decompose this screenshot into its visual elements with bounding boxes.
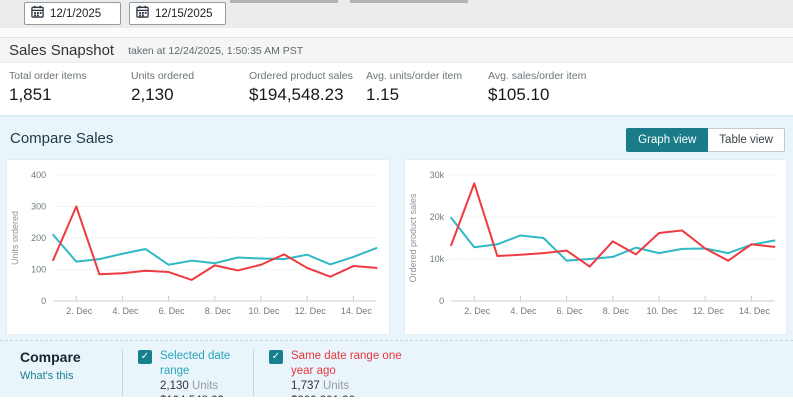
svg-text:6. Dec: 6. Dec: [159, 306, 186, 316]
graph-view-button[interactable]: Graph view: [626, 128, 709, 152]
compare-title: Compare: [20, 349, 81, 365]
start-date-input[interactable]: 12/1/2025: [24, 2, 121, 25]
svg-text:Ordered product sales: Ordered product sales: [408, 193, 418, 282]
metric-value: 2,130: [131, 85, 174, 104]
compare-col: Compare What's this: [20, 349, 122, 396]
ordered-product-sales-chart: 0 10k 20k 30k 2. Dec 4. Dec 6. Dec 8. Dec 10. De…: [403, 159, 787, 335]
svg-text:2. Dec: 2. Dec: [66, 306, 93, 316]
view-toggle: Graph view Table view: [626, 128, 785, 152]
sales-snapshot-title: Sales Snapshot: [9, 41, 115, 59]
spacer: [0, 28, 793, 37]
svg-text:10. Dec: 10. Dec: [248, 306, 280, 316]
metric-avg-units-per-order-item: Avg. units/order item 1.15: [366, 70, 488, 105]
vertical-divider: [253, 350, 254, 398]
compare-sales-header: Compare Sales Graph view Table view: [0, 117, 793, 159]
svg-text:12. Dec: 12. Dec: [295, 306, 327, 316]
svg-text:Units ordered: Units ordered: [10, 211, 20, 265]
selected-range-checkbox[interactable]: ✓: [138, 350, 152, 364]
metric-label: Avg. sales/order item: [488, 70, 587, 82]
compare-sales-section: Compare Sales Graph view Table view 0 100…: [0, 115, 793, 400]
legend-units: 1,737 Units: [291, 379, 350, 392]
svg-text:400: 400: [31, 170, 46, 180]
svg-text:2. Dec: 2. Dec: [464, 306, 491, 316]
snapshot-timestamp: taken at 12/24/2025, 1:50:35 AM PST: [128, 45, 304, 57]
svg-text:4. Dec: 4. Dec: [510, 306, 537, 316]
metric-label: Ordered product sales: [249, 70, 353, 82]
svg-text:10. Dec: 10. Dec: [646, 306, 678, 316]
svg-text:20k: 20k: [429, 212, 444, 222]
svg-text:30k: 30k: [429, 170, 444, 180]
date-range-picker: 12/1/2025 12/15/2025: [24, 2, 226, 25]
svg-text:10k: 10k: [429, 254, 444, 264]
metric-value: 1,851: [9, 85, 52, 104]
sales-snapshot-header: Sales Snapshot taken at 12/24/2025, 1:50…: [0, 37, 793, 63]
legend-text: Same date range one year ago 1,737 Units…: [291, 349, 421, 400]
calendar-icon[interactable]: [136, 5, 149, 23]
year-ago-checkbox[interactable]: ✓: [269, 350, 283, 364]
units-ordered-chart: 0 100 200 300 400 2. Dec 4. Dec 6. Dec 8. Dec 10.…: [6, 159, 390, 335]
end-date-input[interactable]: 12/15/2025: [129, 2, 226, 25]
top-divider-segment: [230, 0, 338, 3]
start-date-value[interactable]: 12/1/2025: [50, 7, 102, 20]
calendar-icon[interactable]: [31, 5, 44, 23]
snapshot-metrics: Total order items 1,851 Units ordered 2,…: [0, 63, 793, 115]
metric-value: $194,548.23: [249, 85, 344, 104]
metric-avg-sales-per-order-item: Avg. sales/order item $105.10: [488, 70, 596, 105]
svg-text:6. Dec: 6. Dec: [556, 306, 583, 316]
legend-label[interactable]: Same date range one year ago: [291, 350, 402, 377]
metric-value: $105.10: [488, 85, 550, 104]
metric-label: Avg. units/order item: [366, 70, 463, 82]
charts-row: 0 100 200 300 400 2. Dec 4. Dec 6. Dec 8. Dec 10.…: [0, 159, 793, 335]
top-divider-segment: [350, 0, 468, 3]
svg-text:100: 100: [31, 265, 46, 275]
svg-text:0: 0: [41, 296, 46, 306]
metric-value: 1.15: [366, 85, 400, 104]
filter-bar: 12/1/2025 12/15/2025: [0, 0, 793, 28]
end-date-value[interactable]: 12/15/2025: [155, 7, 213, 20]
compare-legend-bar: Compare What's this ✓ Selected date rang…: [0, 340, 793, 400]
legend-selected-date-range: ✓ Selected date range 2,130 Units $194,5…: [129, 349, 253, 400]
vertical-divider: [122, 350, 123, 398]
metric-units-ordered: Units ordered 2,130: [131, 70, 249, 105]
svg-text:8. Dec: 8. Dec: [205, 306, 232, 316]
metric-total-order-items: Total order items 1,851: [9, 70, 131, 105]
metric-label: Units ordered: [131, 70, 195, 82]
svg-text:200: 200: [31, 233, 46, 243]
legend-text: Selected date range 2,130 Units $194,548…: [160, 349, 253, 400]
svg-text:12. Dec: 12. Dec: [692, 306, 724, 316]
legend-year-ago: ✓ Same date range one year ago 1,737 Uni…: [260, 349, 436, 400]
footer-strip: [0, 397, 793, 400]
compare-sales-title: Compare Sales: [10, 130, 114, 147]
metric-ordered-product-sales: Ordered product sales $194,548.23: [249, 70, 366, 105]
table-view-button[interactable]: Table view: [708, 128, 785, 152]
svg-text:4. Dec: 4. Dec: [112, 306, 139, 316]
legend-units: 2,130 Units: [160, 379, 219, 392]
svg-text:300: 300: [31, 202, 46, 212]
metric-label: Total order items: [9, 70, 87, 82]
whats-this-link[interactable]: What's this: [20, 370, 74, 382]
svg-text:14. Dec: 14. Dec: [738, 306, 770, 316]
svg-text:14. Dec: 14. Dec: [341, 306, 373, 316]
svg-text:0: 0: [439, 296, 444, 306]
legend-label[interactable]: Selected date range: [160, 350, 231, 377]
svg-text:8. Dec: 8. Dec: [602, 306, 629, 316]
